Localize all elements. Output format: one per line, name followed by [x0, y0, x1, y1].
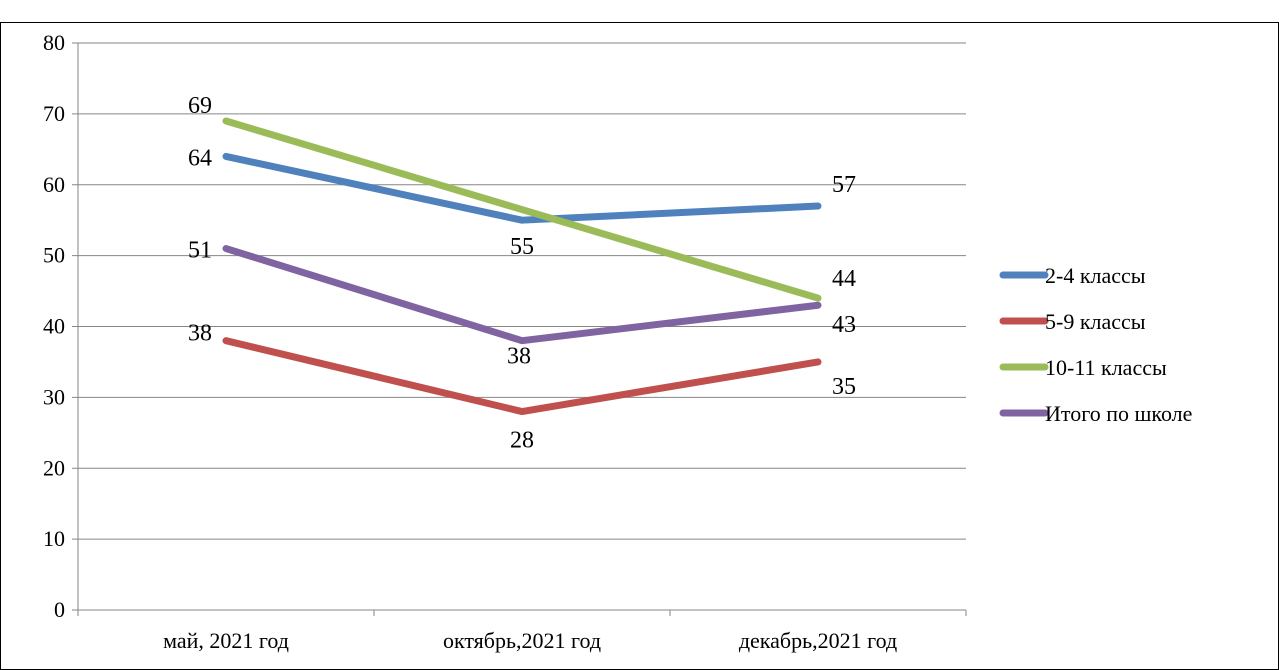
y-tick-label: 20 — [43, 455, 65, 480]
data-label: 28 — [510, 428, 534, 454]
axes: 0 10 20 30 40 50 60 70 80 май, 2021 год октябрь,20… — [43, 30, 967, 653]
data-label: 38 — [507, 344, 531, 370]
y-tick-label: 80 — [43, 30, 65, 55]
legend-label: 10-11 классы — [1045, 355, 1167, 380]
legend-label: 2-4 классы — [1045, 263, 1146, 288]
legend: 2-4 классы 5-9 классы 10-11 классы Итого по… — [999, 263, 1192, 426]
x-tick-label: октябрь,2021 год — [443, 628, 601, 653]
data-label: 51 — [188, 238, 212, 264]
data-label: 64 — [188, 145, 212, 171]
data-label: 35 — [832, 374, 856, 400]
series-line — [222, 245, 822, 345]
data-label: 57 — [832, 172, 856, 198]
y-tick-label: 30 — [43, 384, 65, 409]
y-tick-label: 0 — [54, 597, 65, 622]
y-tick-label: 10 — [43, 526, 65, 551]
data-label: 43 — [832, 312, 856, 338]
y-tick-label: 60 — [43, 172, 65, 197]
series-line — [222, 117, 822, 302]
legend-label: Итого по школе — [1045, 401, 1192, 426]
y-tick-label: 50 — [43, 243, 65, 268]
series-line — [222, 337, 822, 416]
x-tick-label: май, 2021 год — [163, 628, 289, 653]
series-line — [222, 152, 822, 224]
data-label: 69 — [188, 93, 212, 119]
data-label: 38 — [188, 321, 212, 347]
legend-label: 5-9 классы — [1045, 309, 1146, 334]
gridlines — [78, 42, 966, 540]
y-tick-label: 40 — [43, 314, 65, 339]
data-labels: 64 55 57 38 28 35 69 44 51 38 43 — [188, 93, 856, 454]
y-tick-label: 70 — [43, 101, 65, 126]
x-tick-label: декабрь,2021 год — [739, 628, 897, 653]
data-label: 44 — [832, 266, 856, 292]
series-lines — [222, 117, 822, 416]
data-label: 55 — [510, 234, 534, 260]
